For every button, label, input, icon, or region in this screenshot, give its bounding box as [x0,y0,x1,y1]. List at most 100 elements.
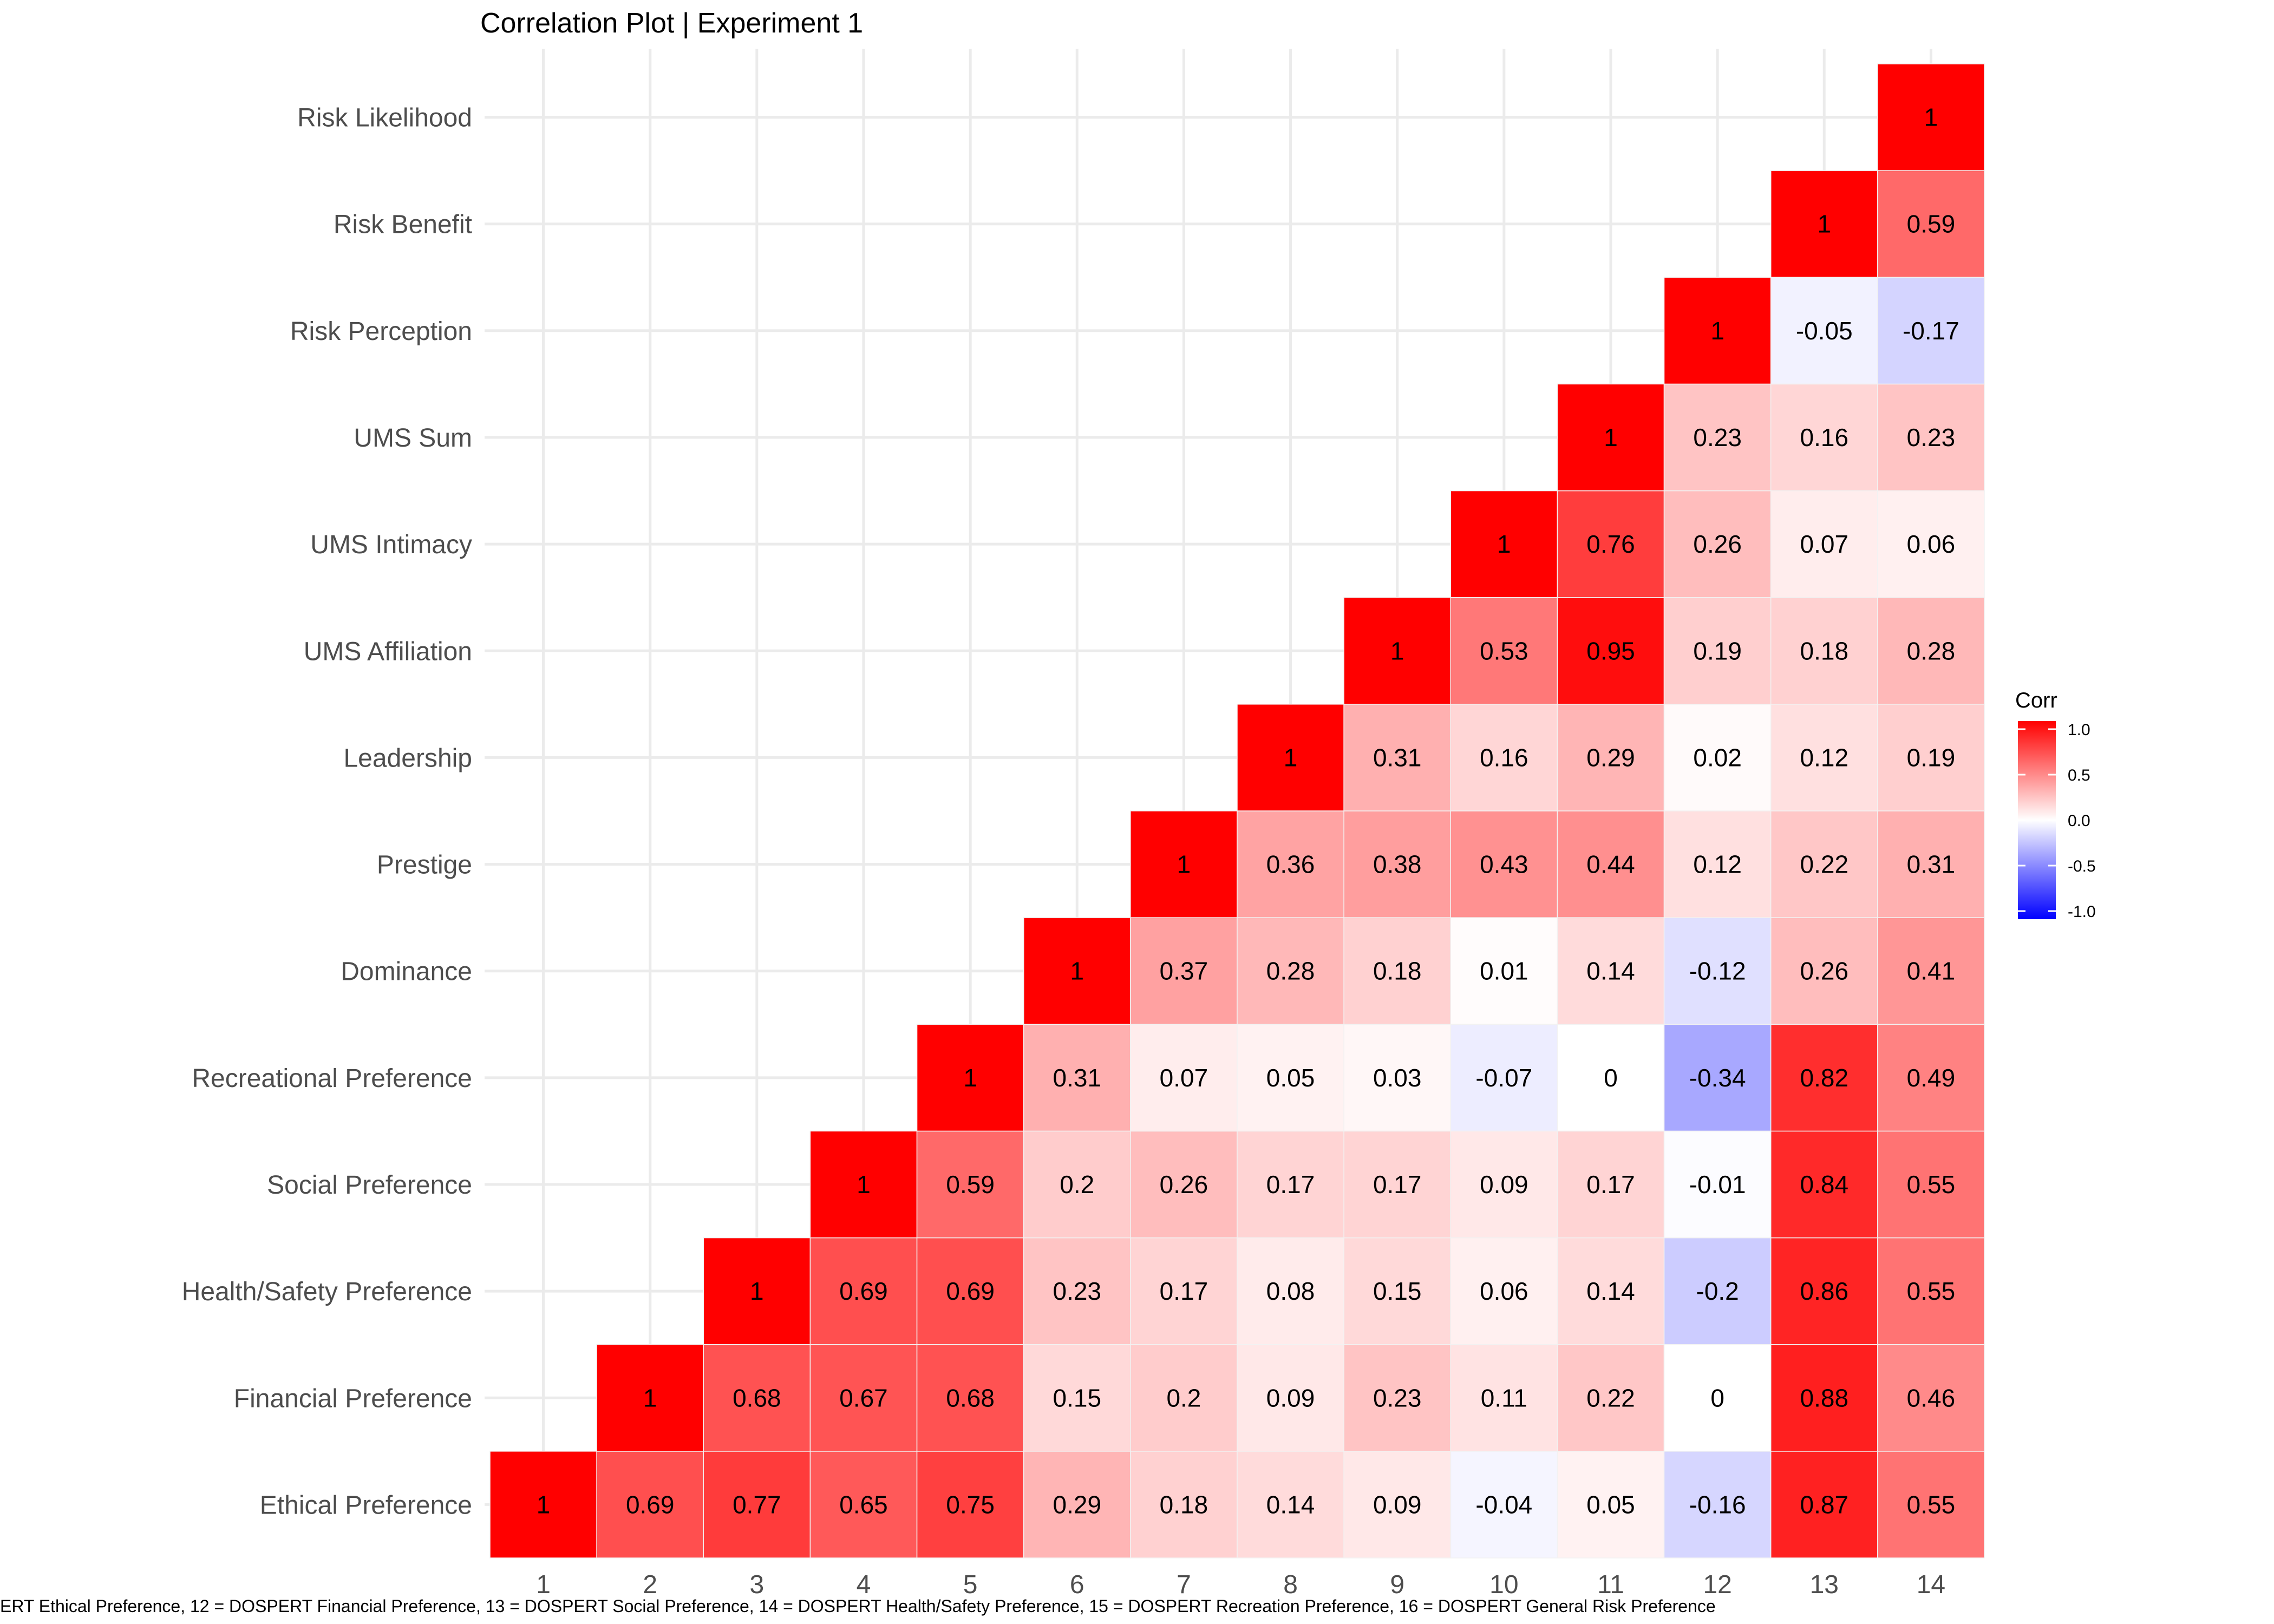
cell-value-label: 0.29 [1053,1490,1102,1518]
cell-value-label: 0.44 [1586,850,1635,879]
cell-value-label: 0.31 [1907,850,1956,879]
y-tick-label: UMS Intimacy [310,531,472,559]
cell-value-label: 0.17 [1586,1170,1635,1199]
heatmap-cell [1343,1344,1452,1452]
x-tick-label: 4 [857,1570,871,1599]
heatmap-cell [1450,917,1558,1025]
cell-value-label: 0.26 [1800,957,1849,985]
cell-value-label: 0.31 [1053,1064,1102,1092]
heatmap-cell [916,1344,1024,1452]
cell-value-label: 0.09 [1266,1384,1315,1412]
x-tick-label: 10 [1489,1570,1518,1599]
heatmap-cell [1877,170,1985,278]
y-tick-label: Recreational Preference [192,1064,472,1093]
heatmap-cell [1770,277,1878,385]
cell-value-label: 0.07 [1800,530,1849,558]
cell-value-label: 0.15 [1373,1277,1422,1305]
cell-value-label: 0.55 [1907,1170,1956,1199]
heatmap-cell [1663,383,1772,492]
cell-value-label: 0.28 [1907,637,1956,665]
heatmap-cell [1130,1451,1238,1558]
cell-value-label: 0.18 [1800,637,1849,665]
cell-value-label: 0.41 [1907,957,1956,985]
x-tick-label: 8 [1283,1570,1298,1599]
heatmap-cell [703,1344,811,1452]
cell-value-label: 0.18 [1160,1490,1208,1518]
x-tick-label: 2 [643,1570,657,1599]
y-tick-label: Ethical Preference [260,1491,472,1520]
cell-value-label: -0.07 [1475,1064,1532,1092]
cell-value-label: 0.03 [1373,1064,1422,1092]
cell-value-label: 0.88 [1800,1384,1849,1412]
y-tick-label: UMS Affiliation [304,637,472,666]
heatmap-cell [1450,1451,1558,1558]
cell-value-label: 0 [1604,1064,1618,1092]
y-tick-label: Social Preference [267,1171,472,1200]
cell-value-label: 0.67 [839,1384,888,1412]
cell-value-label: 0.77 [733,1490,781,1518]
heatmap-cell [1450,810,1558,918]
cell-value-label: 0.82 [1800,1064,1849,1092]
cell-value-label: 0.22 [1586,1384,1635,1412]
cell-value-label: 1 [1604,423,1618,451]
cell-value-label: 0.31 [1373,743,1422,771]
cell-value-label: 1 [963,1064,977,1092]
cell-value-label: 0.07 [1160,1064,1208,1092]
cell-value-label: 1 [857,1170,871,1199]
heatmap-cell [1023,1024,1131,1132]
heatmap-cell [1663,597,1772,705]
cell-value-label: 0.2 [1060,1170,1094,1199]
cell-value-label: 0.43 [1480,850,1528,879]
heatmap-cell [1557,383,1665,492]
heatmap-cell [1557,704,1665,811]
cell-value-label: 0.75 [946,1490,995,1518]
cell-value-label: 0.17 [1266,1170,1315,1199]
heatmap-cell [703,1451,811,1558]
cell-value-label: 0.87 [1800,1490,1849,1518]
legend-tick-label: 0.0 [2068,812,2090,830]
cell-value-label: 0.17 [1160,1277,1208,1305]
cell-value-label: -0.01 [1689,1170,1746,1199]
x-tick-label: 3 [750,1570,764,1599]
legend-tick-label: -0.5 [2068,857,2096,875]
heatmap-cell [1237,1451,1344,1558]
legend-ticks: 1.0 0.5 0.0 -0.5 -1.0 [2018,721,2096,921]
heatmap-cell [1877,917,1985,1025]
cell-value-label: 0.14 [1586,1277,1635,1305]
heatmap-cell [916,1237,1024,1345]
cell-value-label: 0.23 [1907,423,1956,451]
cell-value-label: 0.76 [1586,530,1635,558]
cell-value-label: 0.69 [946,1277,995,1305]
heatmap-cell [1023,1130,1131,1239]
heatmap-cell [1450,704,1558,811]
heatmap-cell [1450,490,1558,598]
chart-caption: ERT Ethical Preference, 12 = DOSPERT Fin… [0,1596,1716,1616]
heatmap-cell [1450,1237,1558,1345]
cell-value-label: 0.23 [1373,1384,1422,1412]
x-tick-label: 5 [963,1570,978,1599]
cell-value-label: -0.34 [1689,1064,1746,1092]
heatmap-cell [809,1130,918,1239]
heatmap-cell [809,1344,918,1452]
heatmap-cell [1770,1130,1878,1239]
cell-value-label: 0.37 [1160,957,1208,985]
cell-value-label: 0.14 [1266,1490,1315,1518]
y-tick-label: Health/Safety Preference [182,1278,472,1306]
heatmap-cell [1343,810,1452,918]
cell-value-label: 0.14 [1586,957,1635,985]
y-axis-labels: Ethical Preference Financial Preference He… [182,104,472,1520]
cell-value-label: 0.12 [1693,850,1742,879]
cell-value-label: 1 [1924,103,1938,132]
heatmap-cell [1877,1130,1985,1239]
heatmap-cell [1130,1237,1238,1345]
heatmap-cell [1237,1237,1344,1345]
cell-value-label: 0.01 [1480,957,1528,985]
heatmap-cell [1877,597,1985,705]
x-tick-label: 1 [536,1570,551,1599]
heatmap-cell [489,1451,597,1558]
cell-value-label: 0.46 [1907,1384,1956,1412]
heatmap-cell [1877,383,1985,492]
heatmap-cell [1663,1344,1772,1452]
heatmap-cell [1663,1024,1772,1132]
cell-value-label: -0.16 [1689,1490,1746,1518]
